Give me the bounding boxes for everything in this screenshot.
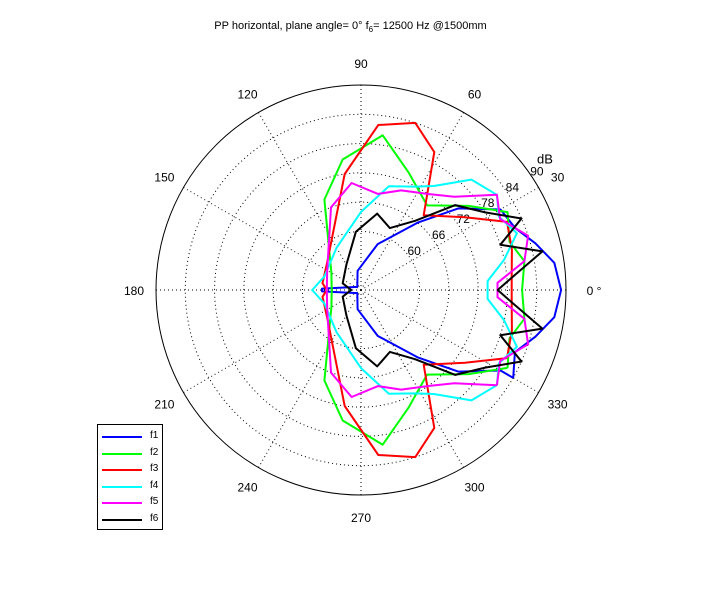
legend-label: f3 bbox=[150, 463, 159, 474]
radius-tick-label: 72 bbox=[457, 212, 471, 226]
legend-label: f2 bbox=[150, 446, 159, 458]
angle-tick-label: 60 bbox=[468, 87, 482, 101]
legend-item: f1 bbox=[102, 428, 160, 444]
radius-tick-label: 60 bbox=[407, 244, 421, 258]
angle-tick-label: 120 bbox=[237, 87, 257, 101]
angle-tick-label: 300 bbox=[464, 481, 484, 495]
legend-label: f6 bbox=[150, 512, 159, 524]
legend-swatch bbox=[102, 469, 142, 471]
radius-tick-label: 78 bbox=[481, 196, 495, 210]
series-line-f1 bbox=[321, 207, 563, 379]
series-line-f3 bbox=[321, 121, 513, 459]
angle-tick-label: 180 bbox=[124, 284, 144, 298]
series-line-f6 bbox=[341, 204, 544, 376]
legend-swatch bbox=[102, 436, 142, 438]
angle-tick-label: 330 bbox=[548, 398, 568, 412]
angle-tick-label: 210 bbox=[154, 398, 174, 412]
series-line-f4 bbox=[311, 178, 518, 402]
radius-tick-label: 90 bbox=[530, 164, 544, 178]
radius-tick-label: 66 bbox=[432, 228, 446, 242]
chart-title: PP horizontal, plane angle= 0° f6= 12500… bbox=[0, 20, 701, 34]
title-subscript: 6 bbox=[368, 25, 374, 35]
legend-label: f1 bbox=[150, 430, 159, 441]
ring-66 bbox=[272, 201, 450, 379]
legend-swatch bbox=[102, 485, 142, 488]
legend: f1 f2 f3 f4 f5 f6 bbox=[97, 424, 163, 530]
angle-tick-label: 240 bbox=[237, 481, 257, 495]
title-prefix: PP horizontal, plane angle= 0° f bbox=[214, 20, 369, 32]
radius-unit-label: dB bbox=[537, 151, 553, 166]
angle-tick-label: 90 bbox=[354, 57, 368, 71]
ring-84 bbox=[184, 113, 538, 467]
angle-tick-label: 0 ° bbox=[587, 284, 602, 298]
angle-tick-label: 30 bbox=[551, 171, 565, 185]
legend-swatch bbox=[102, 452, 142, 455]
series-line-f5 bbox=[325, 182, 530, 398]
ring-60 bbox=[301, 230, 421, 350]
legend-item: f5 bbox=[102, 494, 160, 510]
radius-tick-label: 84 bbox=[506, 180, 520, 194]
ring-78 bbox=[214, 143, 508, 437]
legend-swatch bbox=[102, 502, 142, 504]
title-suffix: = 12500 Hz @1500mm bbox=[373, 20, 487, 32]
legend-item: f3 bbox=[102, 461, 160, 477]
angle-tick-label: 270 bbox=[351, 511, 371, 525]
legend-item: f6 bbox=[102, 511, 160, 527]
legend-label: f4 bbox=[150, 479, 159, 491]
legend-swatch bbox=[102, 518, 142, 521]
legend-label: f5 bbox=[150, 496, 159, 507]
legend-item: f4 bbox=[102, 478, 160, 494]
legend-item: f2 bbox=[102, 445, 160, 461]
angle-tick-label: 150 bbox=[154, 171, 174, 185]
